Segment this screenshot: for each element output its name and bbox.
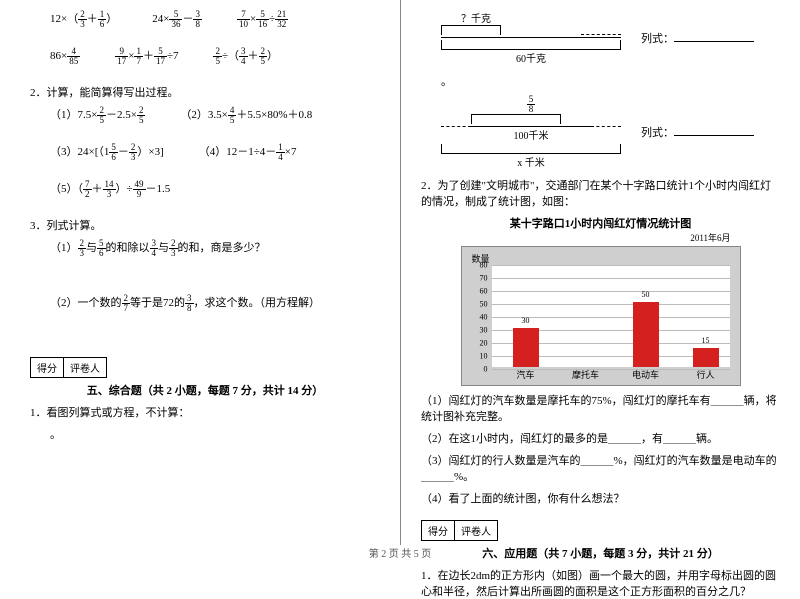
right-column: ？千克 60千克 列式： 。 58 100千米 x 千米 bbox=[400, 0, 800, 545]
diagram-2: 58 100千米 x 千米 列式： bbox=[421, 95, 780, 169]
chart-title: 某十字路口1小时内闯红灯情况统计图 bbox=[461, 215, 741, 231]
chart-q2: （2）在这1小时内，闯红灯的最多的是＿＿＿，有＿＿＿辆。 bbox=[421, 430, 780, 446]
q2-i2: （2）3.5×45＋5.5×80%＋0.8 bbox=[180, 106, 312, 125]
q3-1: （1）23与56的和除以34与23的和，商是多少？ bbox=[30, 239, 380, 258]
q2-i4: （4）12－1÷4－14×7 bbox=[199, 143, 297, 162]
expr-1-2: 24×536－38 bbox=[152, 10, 202, 29]
score-box-6: 得分 评卷人 bbox=[421, 520, 498, 541]
chart-q3: （3）闯红灯的行人数量是汽车的＿＿＿%，闯红灯的汽车数量是电动车的＿＿＿%。 bbox=[421, 452, 780, 484]
chart-sub: 2011年6月 bbox=[461, 231, 741, 244]
formula-1: 列式： bbox=[641, 30, 754, 46]
bar-label: 行人 bbox=[686, 368, 726, 381]
bar: 50 bbox=[633, 302, 659, 367]
grader-label: 评卷人 bbox=[64, 358, 106, 377]
bar-label: 电动车 bbox=[626, 368, 666, 381]
bar-label: 汽车 bbox=[506, 368, 546, 381]
expr-row-1: 12×（23＋16） 24×536－38 710×516÷2132 bbox=[30, 10, 380, 29]
right-q2: 2．为了创建"文明城市"，交通部门在某个十字路口统计1个小时内闯红灯的情况，制成… bbox=[421, 177, 780, 209]
sec5-dot: 。 bbox=[30, 426, 380, 442]
expr-2-1: 86×485 bbox=[50, 47, 80, 66]
bar-label: 摩托车 bbox=[566, 368, 606, 381]
expr-1-3: 710×516÷2132 bbox=[237, 10, 288, 29]
q2-i5: （5）（72＋143）÷499－1.5 bbox=[50, 180, 170, 199]
chart-area: 数量 01020304050607080汽车30摩托车电动车50行人15 bbox=[461, 246, 741, 386]
left-column: 12×（23＋16） 24×536－38 710×516÷2132 86×485… bbox=[0, 0, 400, 545]
expr-1-1: 12×（23＋16） bbox=[50, 10, 117, 29]
diagram-1: ？千克 60千克 列式： bbox=[421, 10, 780, 65]
expr-2-2: 917×17＋517÷7 bbox=[115, 47, 178, 66]
bar-chart: 某十字路口1小时内闯红灯情况统计图 2011年6月 数量 01020304050… bbox=[461, 215, 741, 386]
dot-2: 。 bbox=[421, 73, 780, 89]
q2-row3: （5）（72＋143）÷499－1.5 bbox=[30, 180, 380, 199]
section-6-title: 六、应用题（共 7 小题，每题 3 分，共计 21 分） bbox=[421, 545, 780, 561]
score-label: 得分 bbox=[31, 358, 64, 377]
q3-2: （2）一个数的27等于是72的38，求这个数。（用方程解） bbox=[30, 294, 380, 313]
section-5-title: 五、综合题（共 2 小题，每题 7 分，共计 14 分） bbox=[30, 382, 380, 398]
formula-2: 列式： bbox=[641, 124, 754, 140]
q2-i1: （1）7.5×25－2.5×25 bbox=[50, 106, 145, 125]
expr-2-3: 25÷（34＋25） bbox=[213, 47, 278, 66]
bar: 15 bbox=[693, 348, 719, 368]
chart-q4: （4）看了上面的统计图，你有什么想法？ bbox=[421, 490, 780, 506]
q2-row1: （1）7.5×25－2.5×25 （2）3.5×45＋5.5×80%＋0.8 bbox=[30, 106, 380, 125]
sec5-q1: 1．看图列算式或方程，不计算： bbox=[30, 404, 380, 420]
q2-title: 2．计算，能简算得写出过程。 bbox=[30, 84, 380, 100]
expr-row-2: 86×485 917×17＋517÷7 25÷（34＋25） bbox=[30, 47, 380, 66]
q3-title: 3．列式计算。 bbox=[30, 217, 380, 233]
q2-row2: （3）24×[（156－23）×3] （4）12－1÷4－14×7 bbox=[30, 143, 380, 162]
score-box-5: 得分 评卷人 bbox=[30, 357, 107, 378]
q2-i3: （3）24×[（156－23）×3] bbox=[50, 143, 164, 162]
bar: 30 bbox=[513, 328, 539, 367]
chart-q1: （1）闯红灯的汽车数量是摩托车的75%，闯红灯的摩托车有＿＿＿辆，将统计图补充完… bbox=[421, 392, 780, 424]
sec6-q1: 1．在边长2dm的正方形内（如图）画一个最大的圆，并用字母标出圆的圆心和半径，然… bbox=[421, 567, 780, 599]
